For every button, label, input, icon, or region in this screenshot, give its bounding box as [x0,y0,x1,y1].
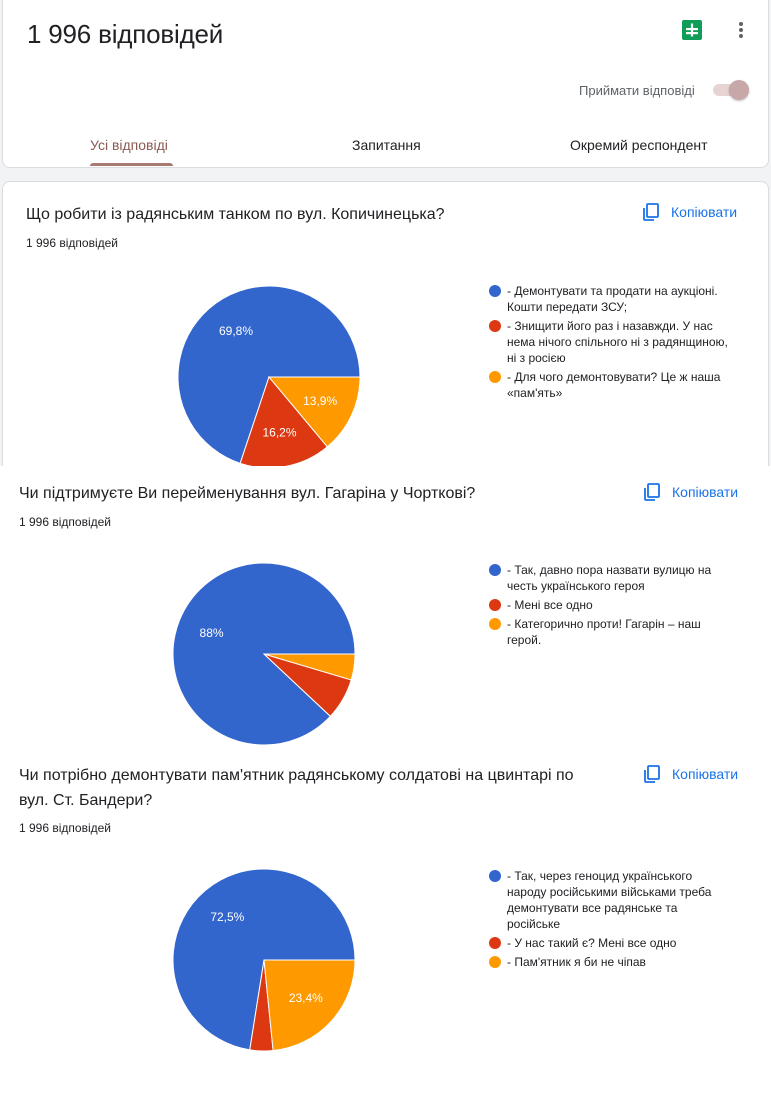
copy-chart-button[interactable]: Копіювати [641,202,737,222]
legend-marker-orange [489,618,501,630]
slice-percent-label: 16,2% [262,425,296,439]
pie-chart: 72,5% 23,4% [172,868,356,1052]
pie-slice-orange [267,376,361,448]
legend-marker-blue [489,564,501,576]
chart-legend: - Демонтувати та продати на аукціоні. Ко… [489,283,729,404]
accept-responses-toggle[interactable] [711,80,751,100]
copy-label: Копіювати [672,766,739,782]
tab-summary[interactable]: Усі відповіді [90,137,168,153]
legend-item: - У нас такий є? Мені все одно [489,935,729,951]
copy-icon [644,483,660,501]
toggle-thumb [729,80,749,100]
copy-icon [644,765,660,783]
active-tab-indicator [90,163,173,166]
legend-marker-red [489,599,501,611]
copy-label: Копіювати [672,484,739,500]
question-title: Що робити із радянським танком по вул. К… [26,206,445,223]
pie-chart: 88% [172,562,356,746]
legend-item: - Мені все одно [489,597,729,613]
slice-percent-label: 23,4% [289,991,323,1005]
legend-marker-red [489,937,501,949]
summary-header: 1 996 відповідей Приймати відповіді Усі … [2,0,769,168]
copy-label: Копіювати [671,204,738,220]
more-vert-icon[interactable] [729,18,753,42]
legend-item: - Пам'ятник я би не чіпав [489,954,729,970]
question-title-continued: вул. Ст. Бандери? [19,792,153,809]
legend-label: - Пам'ятник я би не чіпав [507,955,646,969]
pie-chart: 69,8% 16,2% 13,9% [177,285,361,469]
legend-item: - Для чого демонтовувати? Це ж наша «пам… [489,369,729,401]
pie-slice-orange [263,959,356,1052]
question-title: Чи потрібно демонтувати пам'ятник радянс… [19,767,574,784]
sheets-icon[interactable] [681,19,703,41]
pie-slice-blue [177,285,361,464]
copy-chart-button[interactable]: Копіювати [642,764,738,784]
legend-label: - Так, через геноцид українського народу… [507,869,712,931]
question-title: Чи підтримуєте Ви перейменування вул. Га… [19,485,476,502]
legend-item: - Так, давно пора назвати вулицю на чест… [489,562,729,594]
pie-slice-blue [172,868,356,1051]
question-card-1: Що робити із радянським танком по вул. К… [2,181,769,471]
legend-label: - У нас такий є? Мені все одно [507,936,677,950]
question-card-2: Чи підтримуєте Ви перейменування вул. Га… [0,466,771,748]
slice-percent-label: 69,8% [219,324,253,338]
copy-chart-button[interactable]: Копіювати [642,482,738,502]
tab-questions[interactable]: Запитання [352,137,421,153]
response-count: 1 996 відповідей [19,821,111,835]
question-card-3: Чи потрібно демонтувати пам'ятник радянс… [0,748,771,1116]
tab-individual[interactable]: Окремий респондент [570,137,708,153]
legend-label: - Мені все одно [507,598,593,612]
legend-label: - Так, давно пора назвати вулицю на чест… [507,563,712,593]
legend-item: - Знищити його раз і назавжди. У нас нем… [489,318,729,366]
legend-item: - Так, через геноцид українського народу… [489,868,729,932]
responses-title: 1 996 відповідей [27,19,224,49]
slice-percent-label: 13,9% [303,394,337,408]
legend-label: - Категорично проти! Гагарін – наш герой… [507,617,701,647]
legend-label: - Демонтувати та продати на аукціоні. Ко… [507,284,718,314]
slice-percent-label: 72,5% [210,910,244,924]
legend-marker-orange [489,956,501,968]
response-count: 1 996 відповідей [26,236,118,250]
slice-percent-label: 88% [200,626,224,640]
legend-label: - Для чого демонтовувати? Це ж наша «пам… [507,370,721,400]
legend-marker-red [489,320,501,332]
legend-marker-blue [489,870,501,882]
response-count: 1 996 відповідей [19,515,111,529]
chart-legend: - Так, давно пора назвати вулицю на чест… [489,562,729,651]
copy-icon [643,203,659,221]
legend-marker-blue [489,285,501,297]
legend-marker-orange [489,371,501,383]
accept-responses-label: Приймати відповіді [579,83,695,98]
legend-item: - Категорично проти! Гагарін – наш герой… [489,616,729,648]
legend-item: - Демонтувати та продати на аукціоні. Ко… [489,283,729,315]
pie-slice-orange [263,653,356,681]
legend-label: - Знищити його раз і назавжди. У нас нем… [507,319,728,365]
chart-legend: - Так, через геноцид українського народу… [489,868,729,973]
